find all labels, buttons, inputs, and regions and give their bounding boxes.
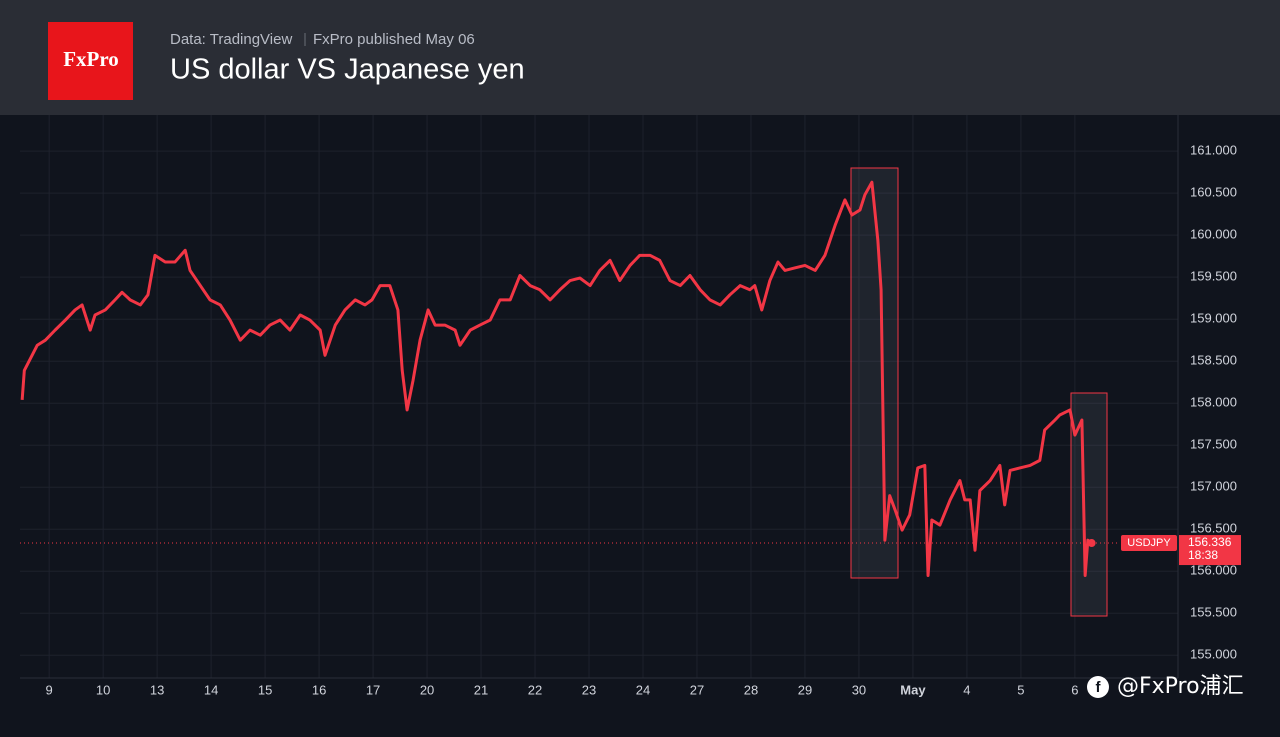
x-tick-label: 13: [150, 682, 164, 697]
x-tick-label: 4: [963, 682, 970, 697]
x-tick-label: 14: [204, 682, 218, 697]
y-tick-label: 161.000: [1190, 143, 1237, 158]
x-tick-label: 24: [636, 682, 650, 697]
chart-title: US dollar VS Japanese yen: [170, 54, 525, 86]
watermark: @FxPro浦汇: [1117, 674, 1244, 699]
plot: [20, 180, 1120, 577]
highlight-box: [1070, 392, 1108, 617]
grid: [20, 115, 1178, 678]
watermark-icon: [1087, 676, 1109, 698]
x-tick-label: 17: [366, 682, 380, 697]
price-tag: [1179, 535, 1241, 566]
x-tick-label: 6: [1071, 682, 1078, 697]
last-price-dot: [1087, 539, 1096, 548]
y-tick-label: 156.000: [1190, 563, 1237, 578]
x-tick-label: 22: [528, 682, 542, 697]
y-tick-label: 159.500: [1190, 269, 1237, 284]
y-tick-label: 157.000: [1190, 479, 1237, 494]
x-tick-label: 30: [852, 682, 866, 697]
x-tick-label: 15: [258, 682, 272, 697]
y-tick-label: 159.000: [1190, 311, 1237, 326]
symbol-tag: [1121, 535, 1177, 552]
published: FxPro published May 06: [313, 31, 475, 48]
source: Data: TradingView: [170, 31, 292, 48]
x-tick-label: 9: [46, 682, 53, 697]
y-tick-label: 160.500: [1190, 185, 1237, 200]
watermark-icon-glyph: f: [1096, 679, 1102, 696]
symbol-label: USDJPY: [1127, 537, 1171, 549]
y-tick-label: 155.500: [1190, 605, 1237, 620]
logo-box: [48, 22, 133, 100]
y-tick-label: 156.500: [1190, 521, 1237, 536]
x-tick-label: 27: [690, 682, 704, 697]
price-line: [20, 180, 1093, 577]
header: [0, 0, 1280, 115]
x-tick-label: 21: [474, 682, 488, 697]
logo-text: FxPro: [63, 47, 119, 71]
y-tick-label: 157.500: [1190, 437, 1237, 452]
countdown: 18:38: [1188, 548, 1218, 562]
x-tick-label: 16: [312, 682, 326, 697]
highlight-box: [850, 167, 899, 579]
x-tick-label: 29: [798, 682, 812, 697]
y-tick-label: 158.000: [1190, 395, 1237, 410]
x-tick-label: May: [900, 682, 926, 697]
x-tick-label: 20: [420, 682, 434, 697]
x-tick-label: 23: [582, 682, 596, 697]
x-tick-label: 5: [1017, 682, 1024, 697]
y-tick-label: 160.000: [1190, 227, 1237, 242]
x-tick-label: 28: [744, 682, 758, 697]
y-tick-label: 155.000: [1190, 647, 1237, 662]
x-tick-label: 10: [96, 682, 110, 697]
y-tick-label: 158.500: [1190, 353, 1237, 368]
last-price-label: 156.336: [1188, 535, 1232, 549]
